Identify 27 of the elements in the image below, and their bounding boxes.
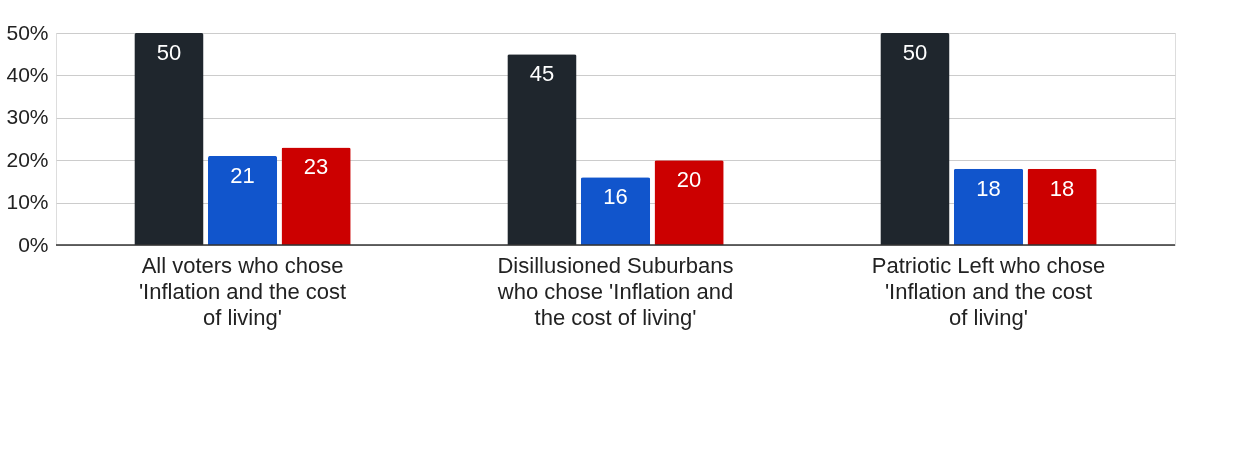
- y-tick-label: 10%: [6, 190, 49, 214]
- bar: [953, 168, 1024, 245]
- y-tick-label: 30%: [6, 105, 49, 129]
- bar: [507, 54, 577, 245]
- y-tick-label: 0%: [18, 232, 49, 256]
- bar: [207, 155, 278, 245]
- bar: [134, 33, 204, 245]
- bar: [281, 147, 351, 245]
- data-label: 50: [902, 40, 928, 65]
- data-label: 23: [303, 154, 329, 180]
- bar: [1027, 168, 1097, 245]
- data-label: 20: [676, 167, 702, 193]
- data-label: 45: [529, 61, 555, 87]
- data-label: 50: [156, 40, 182, 65]
- x-tick-label: Patriotic Left who chose 'Inflation and the cost of living': [871, 252, 1106, 330]
- data-label: 16: [603, 184, 628, 210]
- data-label: 21: [230, 162, 255, 188]
- bar: [654, 160, 724, 245]
- bar: [580, 177, 651, 245]
- y-tick-label: 20%: [6, 147, 49, 171]
- bar: [880, 33, 950, 245]
- x-tick-label: Disillusioned Suburbans who chose 'Inflation and the cost of living': [496, 252, 734, 330]
- y-tick-label: 40%: [6, 62, 49, 86]
- data-label: 18: [1049, 175, 1075, 201]
- data-label: 18: [976, 175, 1001, 201]
- y-tick-label: 50%: [6, 20, 49, 44]
- x-tick-label: All voters who chose 'Inflation and the cost of living': [138, 252, 347, 330]
